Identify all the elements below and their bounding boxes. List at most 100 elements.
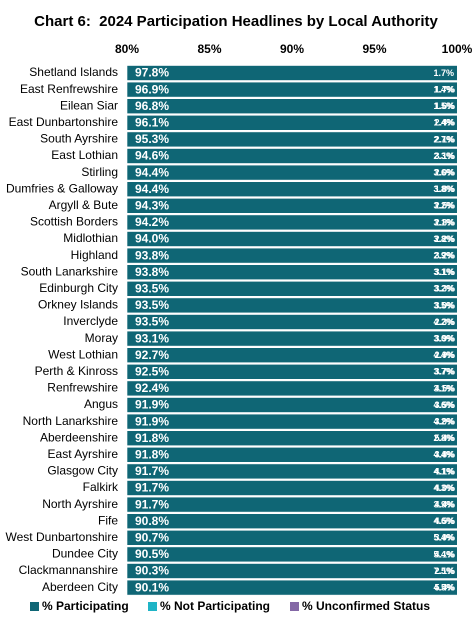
category-label: Dumfries & Galloway: [6, 181, 118, 195]
value-label: 90.1%: [135, 580, 169, 594]
bar-segment: [127, 413, 457, 430]
category-label: Inverclyde: [63, 314, 118, 328]
value-label: 3.0%: [434, 300, 455, 310]
value-label: 3.1%: [434, 151, 455, 161]
value-label: 3.6%: [433, 167, 454, 177]
chart-title: Chart 6: 2024 Participation Headlines by…: [34, 13, 438, 30]
value-label: 94.2%: [135, 215, 169, 229]
value-label: 1.8%: [434, 184, 455, 194]
plot-area: [127, 65, 457, 596]
value-label: 5.4%: [434, 433, 455, 443]
value-label: 5.4%: [433, 533, 454, 543]
value-label: 91.9%: [135, 414, 169, 428]
value-label: 3.3%: [434, 284, 455, 294]
value-label: 94.4%: [135, 182, 169, 196]
category-label: Midlothian: [63, 231, 118, 245]
value-label: 94.0%: [135, 232, 169, 246]
bar-segment: [127, 297, 457, 314]
bar-segment: [127, 81, 457, 98]
bar-segment: [127, 115, 457, 131]
category-label: Perth & Kinross: [35, 364, 118, 378]
bar-segment: [127, 280, 457, 297]
value-label: 2.0%: [434, 167, 455, 177]
x-tick-label: 80%: [115, 42, 139, 56]
value-label: 3.1%: [433, 217, 454, 227]
value-label: 92.7%: [135, 348, 169, 362]
value-label: 1.4%: [433, 118, 454, 128]
value-label: 3.2%: [434, 250, 455, 260]
bar-segment: [127, 430, 457, 447]
category-label: Clackmannanshire: [19, 563, 119, 577]
bar-segment: [127, 579, 457, 596]
bar-segment: [127, 446, 457, 463]
value-label: 93.5%: [135, 298, 169, 312]
value-label: 4.1%: [434, 466, 455, 476]
category-label: South Lanarkshire: [21, 264, 119, 278]
category-label: Shetland Islands: [29, 65, 118, 79]
bar-segment: [127, 214, 457, 231]
value-label: 5.4%: [434, 582, 455, 592]
bar-segment: [127, 65, 457, 81]
value-label: 3.8%: [433, 234, 454, 244]
value-label: 4.1%: [434, 549, 455, 559]
category-label: Renfrewshire: [47, 381, 118, 395]
bar-segment: [127, 529, 457, 546]
category-label: West Lothian: [48, 347, 118, 361]
value-label: 2.8%: [433, 433, 454, 443]
x-tick-label: 95%: [362, 42, 386, 56]
bar-segment: [127, 148, 457, 164]
value-label: 1.7%: [433, 68, 454, 78]
category-label: Aberdeenshire: [40, 430, 118, 444]
value-label: 3.5%: [434, 400, 455, 410]
value-label: 1.5%: [433, 101, 454, 111]
value-label: 3.5%: [433, 300, 454, 310]
value-label: 91.7%: [135, 481, 169, 495]
value-label: 4.2%: [433, 317, 454, 327]
value-label: 2.1%: [434, 566, 455, 576]
value-label: 92.4%: [135, 381, 169, 395]
value-label: 3.9%: [433, 499, 454, 509]
value-label: 5.4%: [433, 549, 454, 559]
bar-segment: [127, 563, 457, 579]
category-label: Orkney Islands: [38, 298, 118, 312]
category-label: Scottish Borders: [30, 215, 118, 229]
value-label: 4.3%: [433, 483, 454, 493]
category-label: Falkirk: [83, 480, 119, 494]
value-label: 2.5%: [434, 201, 455, 211]
value-label: 90.3%: [135, 564, 169, 578]
legend-label: % Not Participating: [160, 599, 270, 613]
value-label: 90.8%: [135, 514, 169, 528]
bar-segment: [127, 347, 457, 364]
category-label: Edinburgh City: [39, 281, 118, 295]
value-label: 3.2%: [433, 201, 454, 211]
value-label: 2.9%: [433, 250, 454, 260]
value-label: 2.8%: [434, 217, 455, 227]
value-label: 2.3%: [433, 151, 454, 161]
category-label: Moray: [85, 331, 118, 345]
bar-segment: [127, 363, 457, 380]
value-label: 94.4%: [135, 165, 169, 179]
value-label: 95.3%: [135, 132, 169, 146]
value-label: 1.4%: [433, 84, 454, 94]
bar-segment: [127, 330, 457, 347]
category-label: Highland: [71, 248, 118, 262]
value-label: 4.4%: [433, 450, 454, 460]
bar-segment: [127, 513, 457, 530]
category-label: Stirling: [81, 165, 118, 179]
value-label: 97.8%: [135, 66, 169, 80]
bar-segment: [127, 131, 457, 148]
value-label: 4.0%: [434, 483, 455, 493]
legend-label: % Unconfirmed Status: [302, 599, 430, 613]
bar-segment: [127, 496, 457, 513]
bar-segment: [127, 463, 457, 480]
category-label: Glasgow City: [47, 464, 118, 478]
value-label: 96.1%: [135, 115, 169, 129]
legend-swatch: [148, 602, 157, 611]
category-label: Aberdeen City: [42, 580, 118, 594]
category-label: East Renfrewshire: [20, 82, 118, 96]
bar-segment: [127, 247, 457, 264]
value-label: 91.7%: [135, 497, 169, 511]
value-label: 91.8%: [135, 431, 169, 445]
x-tick-label: 100%: [442, 42, 473, 56]
